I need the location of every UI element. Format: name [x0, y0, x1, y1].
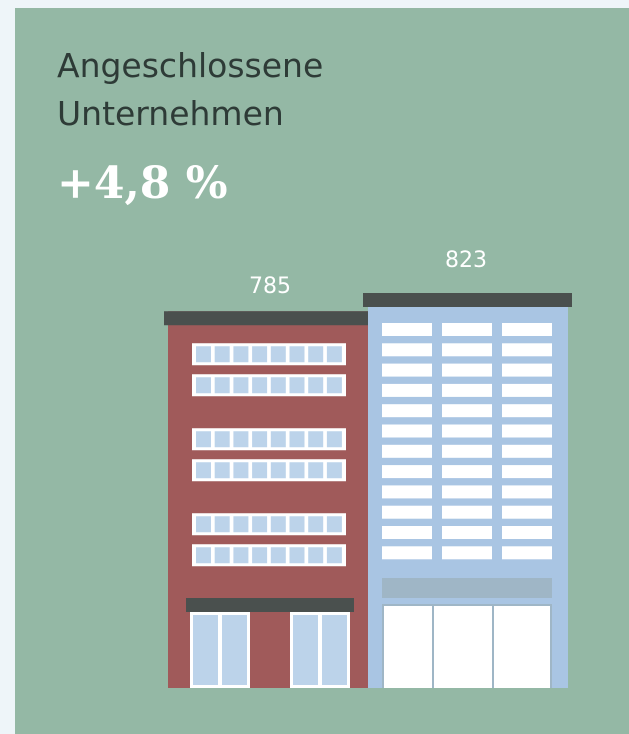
window [215, 516, 230, 532]
door-pane [222, 615, 247, 685]
window [215, 346, 230, 362]
window [215, 547, 230, 563]
door-pane [193, 615, 218, 685]
chart: 785 823 [0, 0, 629, 734]
window [233, 431, 248, 447]
window [290, 346, 305, 362]
window [382, 526, 432, 539]
window [271, 431, 286, 447]
window [442, 343, 492, 356]
window [196, 462, 211, 478]
window [196, 431, 211, 447]
window [196, 377, 211, 393]
window [252, 346, 267, 362]
window [502, 465, 552, 478]
value-label: 785 [249, 274, 291, 299]
storefront-pane [434, 606, 492, 688]
window [271, 547, 286, 563]
window [196, 547, 211, 563]
window [271, 377, 286, 393]
window [502, 404, 552, 417]
value-label: 823 [445, 248, 487, 273]
window [252, 516, 267, 532]
window [327, 377, 342, 393]
window [327, 547, 342, 563]
storefront-pane [494, 606, 550, 688]
window [252, 377, 267, 393]
window [271, 462, 286, 478]
window [382, 506, 432, 519]
window [327, 346, 342, 362]
window [382, 546, 432, 559]
window [442, 364, 492, 377]
window [442, 546, 492, 559]
window [233, 516, 248, 532]
window [502, 526, 552, 539]
window [442, 384, 492, 397]
window [308, 462, 323, 478]
window [442, 485, 492, 498]
window [382, 343, 432, 356]
window [382, 364, 432, 377]
window [308, 431, 323, 447]
window [382, 465, 432, 478]
window [327, 462, 342, 478]
page: Angeschlossene Unternehmen +4,8 % 785823… [0, 0, 629, 734]
window [502, 364, 552, 377]
window [327, 431, 342, 447]
window [215, 377, 230, 393]
window [382, 445, 432, 458]
window [290, 516, 305, 532]
storefront-pane [384, 606, 432, 688]
window [442, 465, 492, 478]
window [308, 377, 323, 393]
window [502, 343, 552, 356]
window [502, 506, 552, 519]
window [442, 506, 492, 519]
awning [186, 598, 354, 612]
window [502, 425, 552, 438]
window [327, 516, 342, 532]
window [290, 462, 305, 478]
window [290, 431, 305, 447]
window [233, 346, 248, 362]
window [382, 485, 432, 498]
window [442, 323, 492, 336]
window [271, 346, 286, 362]
window [502, 445, 552, 458]
window [215, 462, 230, 478]
window [233, 547, 248, 563]
window [196, 346, 211, 362]
window [502, 546, 552, 559]
window [252, 547, 267, 563]
roof [363, 293, 572, 307]
window [290, 547, 305, 563]
window [308, 346, 323, 362]
window [308, 516, 323, 532]
window [442, 445, 492, 458]
window [382, 425, 432, 438]
window [382, 404, 432, 417]
window [233, 462, 248, 478]
window [233, 377, 248, 393]
window [290, 377, 305, 393]
window [252, 462, 267, 478]
window [442, 404, 492, 417]
window [502, 323, 552, 336]
window [215, 431, 230, 447]
window [502, 485, 552, 498]
roof [164, 311, 368, 325]
door-pane [293, 615, 318, 685]
window [442, 526, 492, 539]
band [382, 578, 552, 598]
window [196, 516, 211, 532]
window [382, 384, 432, 397]
door-pane [322, 615, 347, 685]
window [308, 547, 323, 563]
window [442, 425, 492, 438]
window [252, 431, 267, 447]
window [271, 516, 286, 532]
window [382, 323, 432, 336]
window [502, 384, 552, 397]
